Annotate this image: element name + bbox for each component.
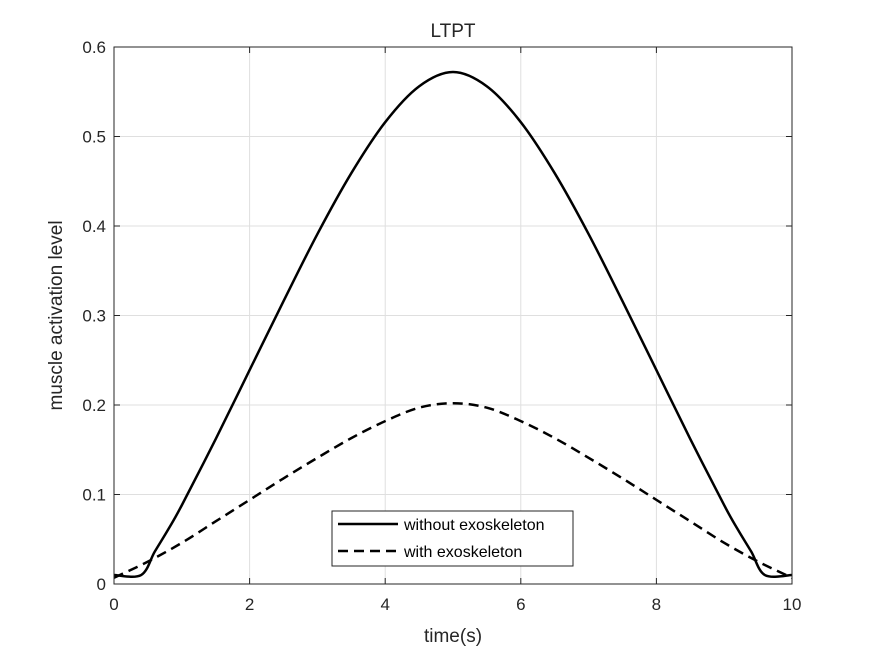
y-tick-label: 0.2 xyxy=(82,396,106,415)
legend-label-without-exoskeleton: without exoskeleton xyxy=(403,517,545,534)
y-tick-label: 0.3 xyxy=(82,307,106,326)
x-tick-label: 0 xyxy=(109,595,118,614)
y-tick-label: 0.4 xyxy=(82,217,106,236)
y-tick-label: 0 xyxy=(97,575,106,594)
x-tick-label: 8 xyxy=(652,595,661,614)
ticks xyxy=(113,46,793,585)
series-layer xyxy=(113,70,793,579)
y-tick-label: 0.5 xyxy=(82,128,106,147)
y-tick-label: 0.1 xyxy=(82,486,106,505)
tick-labels: 0 2 4 6 8 10 0 0.1 0.2 0.3 0.4 0.5 0.6 xyxy=(82,38,801,614)
series-line-without-exoskeleton xyxy=(113,70,793,579)
series-line-with-exoskeleton xyxy=(113,401,793,579)
x-axis-label: time(s) xyxy=(424,626,482,647)
chart-title: LTPT xyxy=(430,21,475,42)
y-tick-label: 0.6 xyxy=(82,38,106,57)
x-tick-label: 2 xyxy=(245,595,254,614)
legend-label-with-exoskeleton: with exoskeleton xyxy=(403,544,522,561)
x-tick-label: 10 xyxy=(783,595,802,614)
x-tick-label: 4 xyxy=(380,595,389,614)
legend: without exoskeleton with exoskeleton xyxy=(331,510,574,567)
y-axis-label: muscle activation level xyxy=(46,220,67,410)
x-tick-label: 6 xyxy=(516,595,525,614)
legend-box xyxy=(331,510,574,567)
